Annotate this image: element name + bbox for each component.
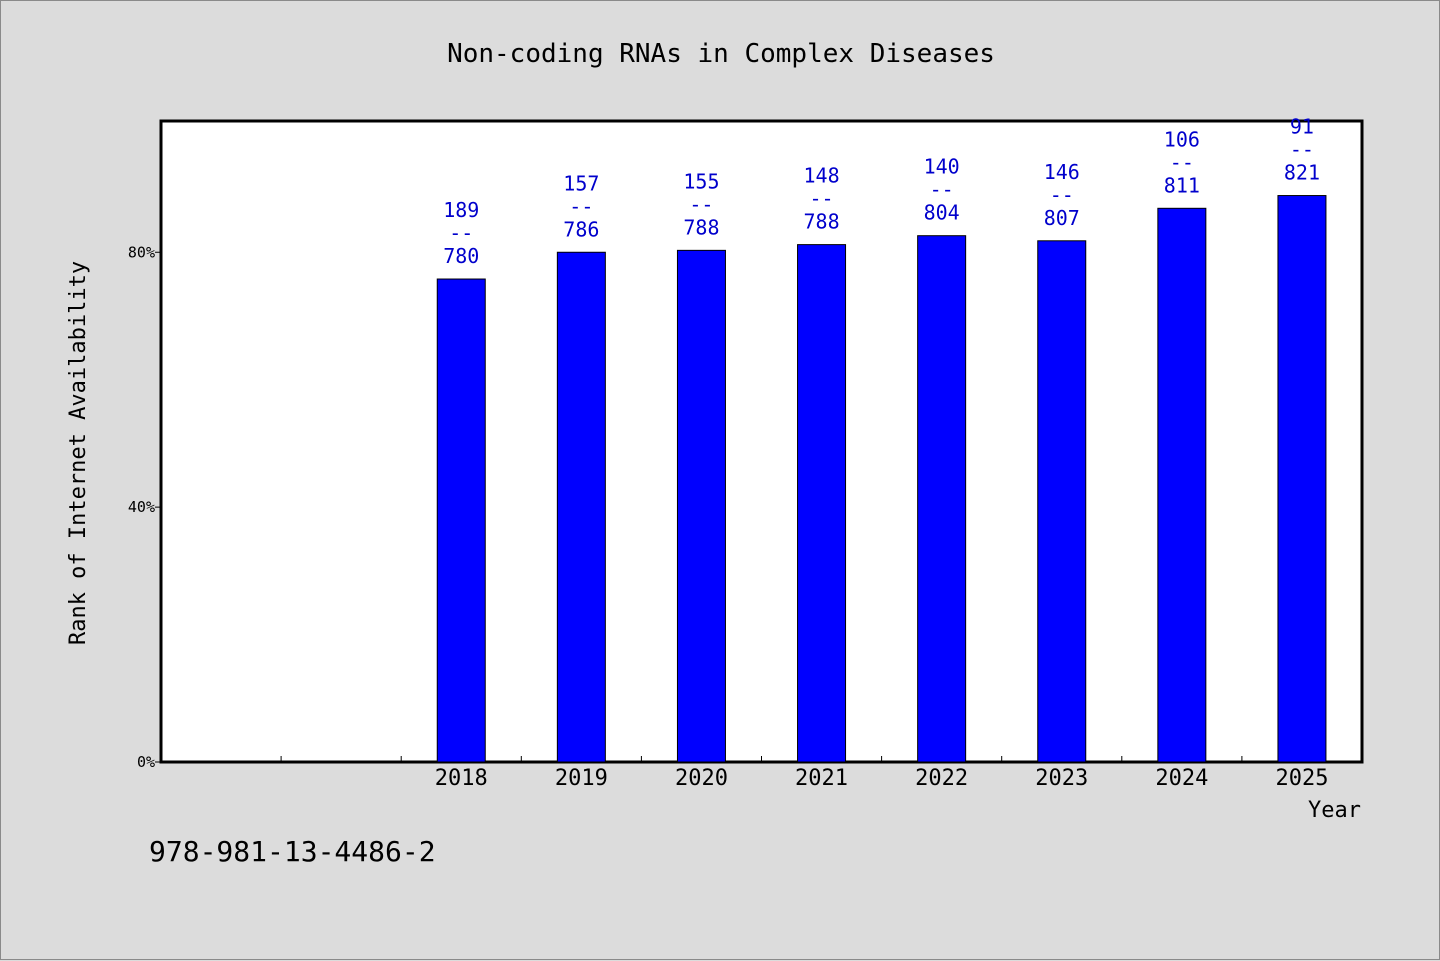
data-label-sep: --	[1170, 150, 1194, 174]
y-ticks-group: 0% 40% 80%	[128, 243, 161, 771]
x-tick-label: 2025	[1275, 766, 1328, 791]
data-label-bottom: 811	[1164, 173, 1200, 197]
chart-title: Non-coding RNAs in Complex Diseases	[447, 39, 995, 69]
bar-2021	[797, 244, 847, 763]
bar-2023	[1037, 240, 1087, 763]
y-tick-label: 80%	[128, 243, 155, 261]
bars-group	[436, 195, 1327, 763]
data-label-top: 155	[683, 169, 719, 193]
data-label-sep: --	[930, 178, 954, 202]
bar-2020	[676, 249, 726, 763]
data-label-bottom: 788	[683, 215, 719, 239]
data-label-bottom: 807	[1044, 206, 1080, 230]
data-label-top: 148	[803, 164, 839, 188]
data-label-bottom: 804	[924, 201, 960, 225]
x-tick-label: 2018	[435, 766, 488, 791]
data-labels-group: 189--780157--786155--788148--788140--804…	[443, 115, 1320, 268]
bar-2018	[436, 278, 486, 763]
bar-2025	[1277, 195, 1327, 763]
bar-2022	[917, 235, 967, 763]
x-axis-title: Year	[1308, 798, 1361, 823]
y-tick-label: 0%	[137, 753, 155, 771]
x-tick-label: 2024	[1155, 766, 1208, 791]
data-label-bottom: 788	[803, 210, 839, 234]
y-tick-label: 40%	[128, 498, 155, 516]
x-tick-label: 2020	[675, 766, 728, 791]
x-tick-label: 2022	[915, 766, 968, 791]
data-label-top: 106	[1164, 127, 1200, 151]
data-label-sep: --	[689, 192, 713, 216]
isbn-footer: 978-981-13-4486-2	[149, 835, 436, 868]
x-tick-label: 2023	[1035, 766, 1088, 791]
x-tick-label: 2021	[795, 766, 848, 791]
data-label-sep: --	[1290, 138, 1314, 162]
x-ticks-group: 2018 2019 2020 2021 2022 2023 2024 2025	[280, 756, 1328, 791]
data-label-sep: --	[569, 194, 593, 218]
data-label-top: 146	[1044, 160, 1080, 184]
data-label-top: 157	[563, 171, 599, 195]
data-label-sep: --	[449, 221, 473, 245]
bar-2024	[1157, 207, 1207, 763]
data-label-sep: --	[810, 187, 834, 211]
data-label-top: 91	[1290, 115, 1314, 139]
y-axis-title: Rank of Internet Availability	[66, 261, 91, 645]
bar-2019	[556, 251, 606, 763]
x-tick-label: 2019	[555, 766, 608, 791]
data-label-sep: --	[1050, 183, 1074, 207]
data-label-top: 189	[443, 198, 479, 222]
data-label-bottom: 786	[563, 217, 599, 241]
data-label-bottom: 821	[1284, 161, 1320, 185]
data-label-bottom: 780	[443, 244, 479, 268]
data-label-top: 140	[924, 155, 960, 179]
